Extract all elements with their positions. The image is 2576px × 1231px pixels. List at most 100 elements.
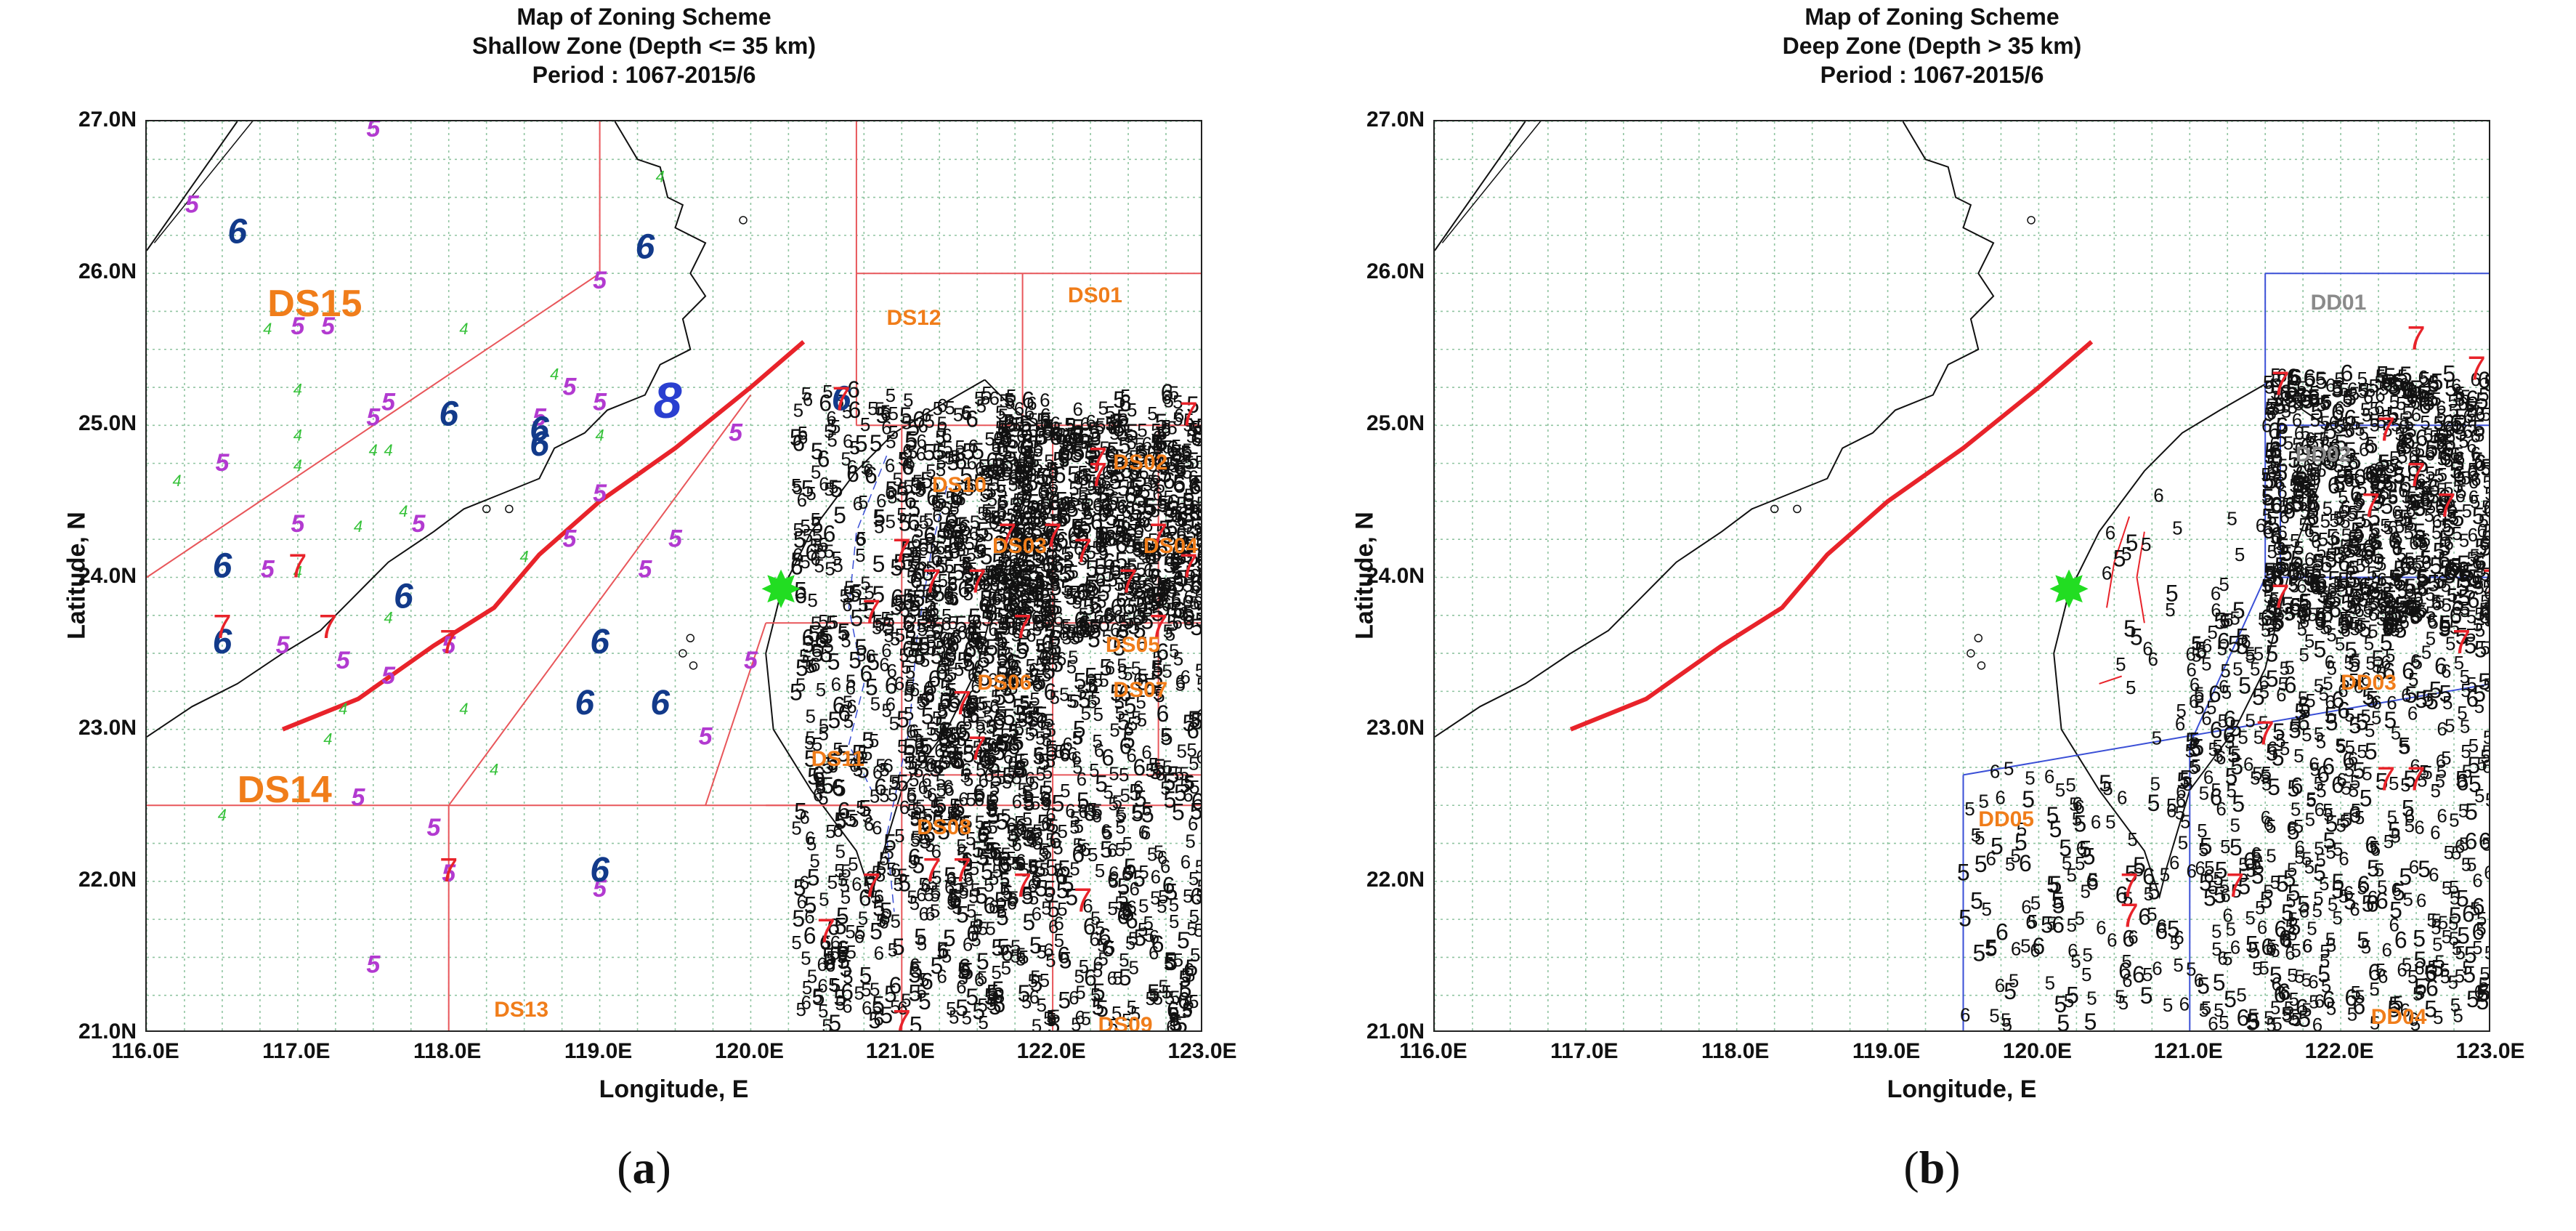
- quake-marker: 5: [1124, 854, 1137, 880]
- event-marker-6: 6: [394, 577, 413, 616]
- quake-marker: 6: [1126, 745, 1136, 767]
- event-marker-4: 5: [366, 403, 381, 431]
- quake-marker: 5: [1185, 955, 1198, 981]
- northwest-coast: [1435, 121, 1526, 251]
- quake-marker: 5: [802, 977, 812, 998]
- quake-marker: 5: [1041, 663, 1051, 685]
- quake-marker: 6: [838, 798, 851, 824]
- quake-marker: 6: [2216, 746, 2226, 768]
- quake-marker: 5: [2413, 947, 2426, 973]
- fault-line: [281, 340, 806, 732]
- quake-marker: 5: [875, 754, 886, 776]
- quake-marker: 5: [1033, 440, 1043, 461]
- quake-marker: 5: [1175, 1012, 1188, 1032]
- quake-marker: 5: [2062, 852, 2072, 873]
- quake-marker: 6: [1072, 747, 1082, 769]
- quake-marker: 5: [855, 921, 865, 943]
- quake-marker: 6: [1025, 768, 1035, 790]
- quake-marker: 5: [982, 817, 992, 839]
- event-marker-29: 7: [1089, 440, 1108, 478]
- quake-marker: 5: [1089, 759, 1099, 781]
- map-frame: 5655555555555555555565566555666555656655…: [145, 120, 1202, 1032]
- quake-marker: 5: [974, 525, 984, 546]
- quake-marker: 6: [1125, 497, 1135, 519]
- quake-marker: 5: [2088, 868, 2098, 890]
- quake-marker: 5: [1066, 655, 1077, 677]
- quake-marker: 5: [995, 809, 1008, 835]
- zone-label: DS10: [931, 473, 987, 497]
- x-tick-label: 123.0E: [2455, 1039, 2525, 1063]
- quake-marker: 6: [1029, 986, 1040, 1008]
- quake-marker: 5: [822, 943, 835, 969]
- quake-marker: 5: [1134, 579, 1144, 601]
- event-marker-4: 7: [440, 851, 458, 889]
- y-tick-label: 25.0N: [1366, 411, 1425, 436]
- quake-marker: 5: [861, 979, 871, 1001]
- quake-marker: 5: [1012, 493, 1022, 515]
- quake-marker: 5: [974, 784, 984, 806]
- quake-marker: 6: [803, 923, 817, 949]
- quake-marker: 6: [1043, 939, 1053, 961]
- quake-marker: 6: [965, 406, 979, 432]
- quake-marker: 5: [1040, 793, 1050, 815]
- quake-marker: 5: [1195, 855, 1202, 877]
- quake-marker: 6: [912, 406, 926, 432]
- quake-marker: 6: [1042, 789, 1052, 811]
- quake-marker: 5: [2300, 421, 2310, 443]
- quake-marker: 6: [1048, 489, 1061, 515]
- quake-marker: 5: [998, 847, 1008, 869]
- quake-marker: 5: [2357, 613, 2367, 635]
- quake-marker: 6: [1088, 676, 1098, 698]
- quake-marker: 5: [2176, 767, 2190, 794]
- zone-label: DD01: [2310, 291, 2367, 315]
- quake-marker: 5: [1144, 924, 1154, 946]
- northwest-coast: [147, 121, 238, 251]
- quake-marker: 5: [2459, 833, 2469, 855]
- quake-marker: 6: [1101, 744, 1114, 770]
- zone-label: DD05: [1978, 807, 2034, 832]
- event-marker-5: 5: [381, 388, 396, 416]
- quake-marker: 6: [1105, 657, 1115, 679]
- quake-marker: 6: [873, 1008, 883, 1030]
- quake-marker: 5: [1000, 637, 1010, 659]
- quake-marker: 6: [1126, 897, 1136, 919]
- quake-marker: 5: [1162, 661, 1172, 682]
- event-marker-7: 7: [968, 562, 987, 600]
- quake-marker: 5: [907, 887, 917, 908]
- island-0: [1974, 634, 1983, 642]
- quake-marker: 6: [2312, 1014, 2322, 1032]
- quake-marker: 5: [1182, 1000, 1192, 1022]
- quake-marker: 5: [1046, 1006, 1056, 1028]
- island-5: [739, 216, 748, 225]
- quake-marker: 5: [946, 584, 959, 610]
- quake-marker: 5: [2173, 954, 2183, 976]
- quake-marker: 5: [2351, 799, 2361, 821]
- quake-marker: 5: [1957, 859, 1970, 885]
- quake-marker: 5: [926, 677, 936, 698]
- quake-marker: 5: [2388, 374, 2398, 396]
- quake-marker: 5: [2485, 788, 2490, 810]
- panel-title-line-3: Period : 1067-2015/6: [532, 62, 756, 88]
- quake-marker: 6: [2156, 915, 2166, 937]
- x-tick-label: 116.0E: [111, 1039, 179, 1063]
- quake-marker: 5: [1154, 685, 1165, 706]
- quake-marker: 5: [1032, 610, 1045, 637]
- quake-marker: 5: [876, 910, 886, 932]
- quake-marker: 6: [1183, 612, 1194, 634]
- quake-marker: 6: [1138, 821, 1149, 843]
- quake-marker: 5: [2400, 422, 2413, 448]
- quake-marker: 5: [987, 816, 997, 838]
- y-tick-label: 25.0N: [78, 411, 137, 436]
- quake-marker: 5: [1102, 822, 1112, 844]
- quake-marker: 5: [2298, 594, 2309, 616]
- quake-marker: 5: [1176, 459, 1186, 480]
- quake-marker: 6: [885, 482, 895, 504]
- quake-marker: 5: [2271, 614, 2281, 636]
- quake-marker: 5: [992, 977, 1005, 1003]
- y-tick-label: 24.0N: [1366, 563, 1425, 588]
- quake-marker: 6: [2471, 443, 2481, 464]
- quake-marker: 6: [817, 953, 827, 975]
- x-tick-label: 119.0E: [564, 1039, 633, 1063]
- quake-marker: 6: [1069, 987, 1079, 1009]
- quake-marker: 5: [804, 892, 817, 919]
